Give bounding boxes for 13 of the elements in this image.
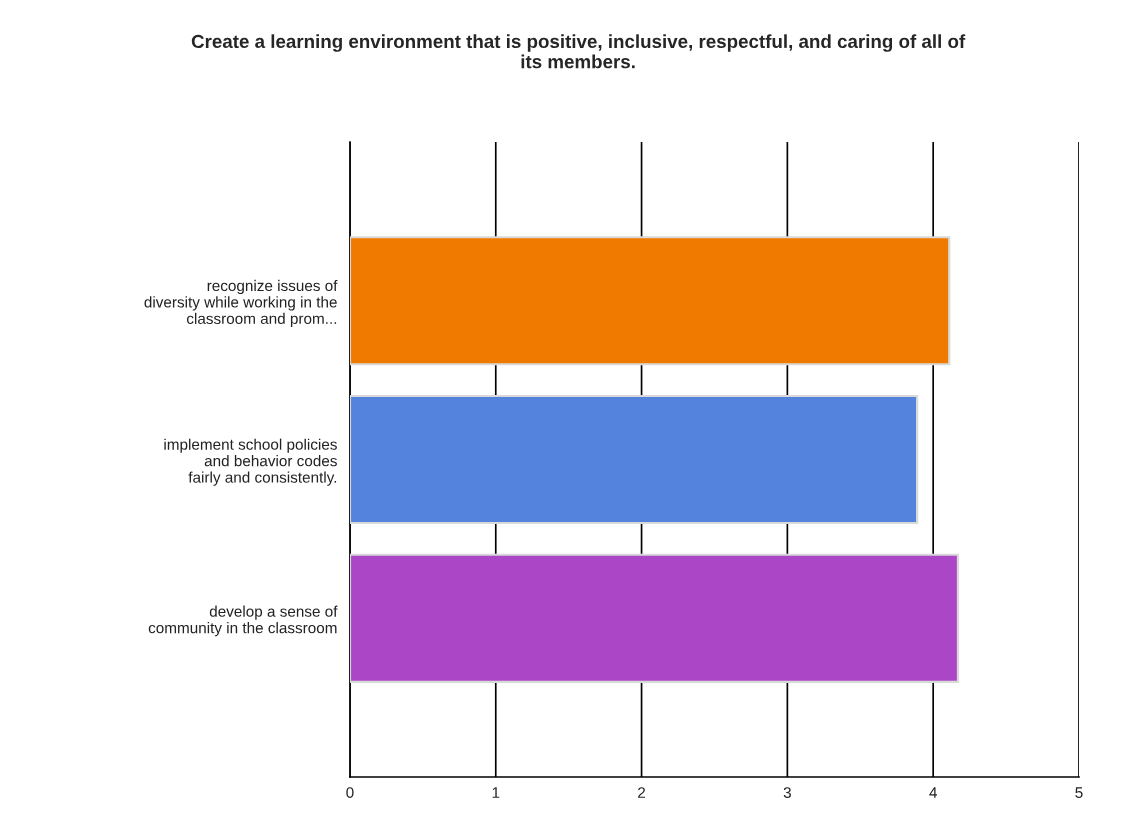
y-tick-label: implement school policies and behavior codes fairly and consistently.: [164, 438, 337, 486]
chart-title: Create a learning environment that is positive, inclusive, respectful, and caring of all of its members.: [191, 34, 966, 69]
bar: [349, 553, 960, 683]
x-tick-label: 1: [492, 787, 500, 798]
x-tick-label: 2: [638, 787, 646, 798]
x-tick-label: 5: [1075, 787, 1083, 798]
x-tick-label: 3: [783, 787, 791, 798]
bar: [349, 394, 919, 525]
x-tick-label: 4: [929, 787, 937, 798]
y-tick-label: recognize issues of diversity while working in the classroom and prom...: [144, 279, 338, 328]
x-tick-label: 0: [346, 787, 354, 798]
bar: [349, 236, 951, 366]
y-tick-label: develop a sense of community in the classroom: [148, 605, 338, 637]
